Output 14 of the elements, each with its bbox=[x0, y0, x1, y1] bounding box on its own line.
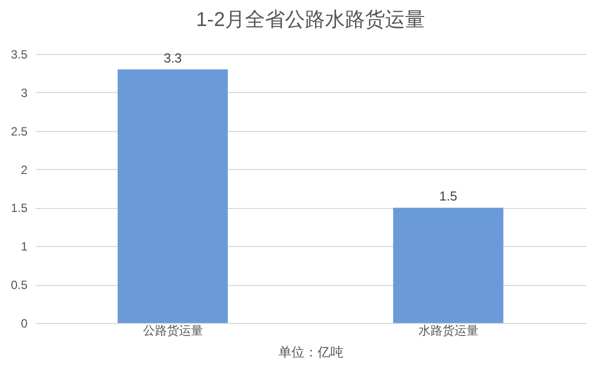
y-tick-label: 2.5 bbox=[10, 124, 28, 138]
data-label: 3.3 bbox=[164, 50, 182, 66]
y-tick-label: 0 bbox=[20, 316, 28, 330]
y-tick-label: 3 bbox=[20, 86, 28, 100]
chart-title: 1-2月全省公路水路货运量 bbox=[196, 9, 425, 31]
y-tick-label: 2 bbox=[20, 162, 28, 177]
x-axis-title: 单位：亿吨 bbox=[278, 344, 344, 360]
y-tick-label: 1.5 bbox=[10, 201, 28, 216]
y-tick-label: 3.5 bbox=[10, 48, 28, 62]
y-tick-label: 1 bbox=[20, 240, 28, 254]
x-tick-label: 水路货运量 bbox=[418, 324, 478, 338]
data-label: 1.5 bbox=[439, 188, 458, 204]
y-tick-label: 0.5 bbox=[10, 278, 28, 292]
x-tick-label: 公路货运量 bbox=[142, 324, 203, 338]
